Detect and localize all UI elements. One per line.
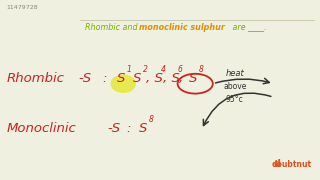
Text: Rhombic: Rhombic	[6, 72, 64, 85]
Text: S: S	[139, 122, 148, 135]
Text: :: :	[102, 72, 107, 85]
Text: -S: -S	[107, 122, 120, 135]
Text: , S: , S	[146, 72, 163, 85]
Text: 4: 4	[161, 65, 166, 74]
Text: S: S	[189, 72, 197, 85]
Text: 8: 8	[149, 115, 154, 124]
Text: S: S	[117, 72, 125, 85]
Text: monoclinic sulphur: monoclinic sulphur	[139, 22, 225, 32]
Text: heat: heat	[226, 69, 244, 78]
Text: above: above	[224, 82, 247, 91]
Text: 1: 1	[127, 65, 132, 74]
Text: 8: 8	[199, 65, 204, 74]
Text: 11479728: 11479728	[6, 5, 38, 10]
Text: 95°c: 95°c	[226, 94, 243, 103]
Text: are ____.: are ____.	[230, 22, 266, 32]
Text: ,: ,	[179, 72, 183, 85]
Text: doubtnut: doubtnut	[272, 160, 312, 169]
Text: Rhombic and: Rhombic and	[85, 22, 140, 32]
Text: 6: 6	[178, 65, 183, 74]
Text: S: S	[133, 72, 141, 85]
Text: , S: , S	[163, 72, 180, 85]
Text: d: d	[274, 159, 281, 169]
Text: 2: 2	[143, 65, 148, 74]
Text: Monoclinic: Monoclinic	[6, 122, 76, 135]
Ellipse shape	[111, 75, 135, 92]
Text: :: :	[126, 122, 131, 135]
Text: -S: -S	[78, 72, 92, 85]
